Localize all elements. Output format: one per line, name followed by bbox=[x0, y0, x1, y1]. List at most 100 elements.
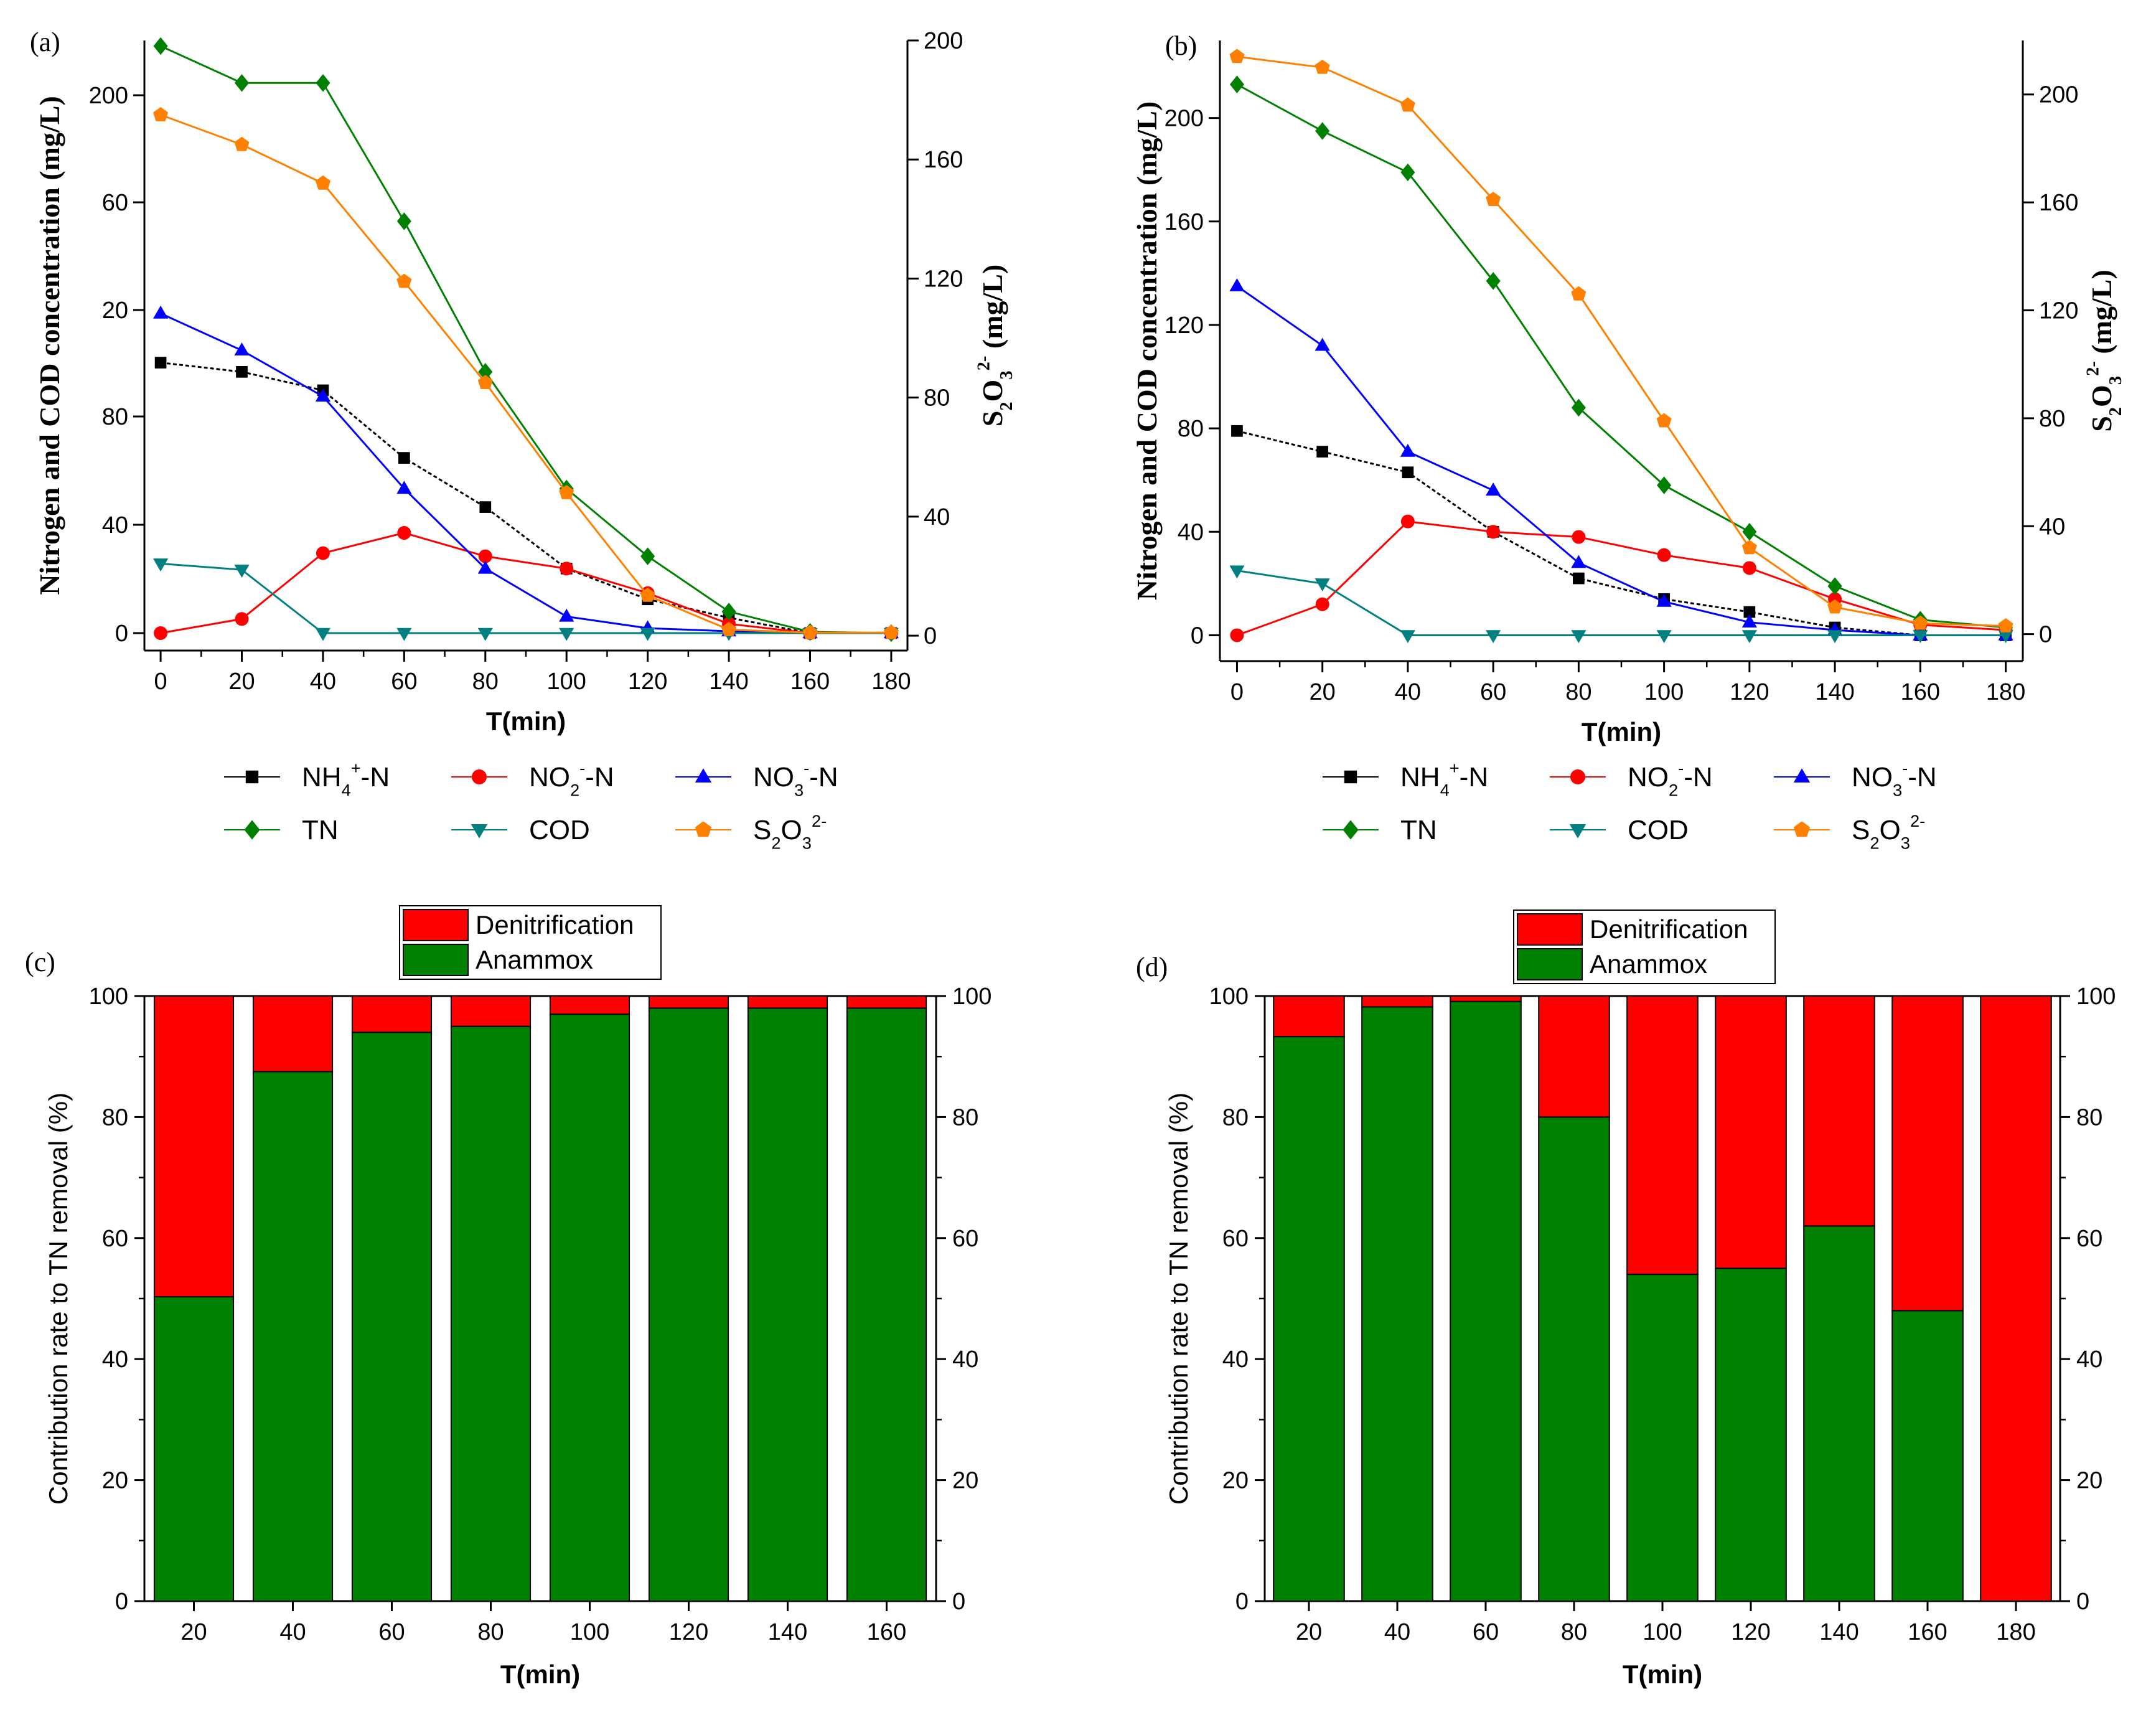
bar-denitrification bbox=[1450, 995, 1522, 1002]
data-point bbox=[1572, 530, 1586, 544]
data-point bbox=[1656, 630, 1672, 644]
data-point bbox=[1400, 97, 1415, 112]
y-tick-label: 60 bbox=[1222, 1226, 1249, 1252]
data-point bbox=[640, 587, 655, 602]
x-tick-label: 180 bbox=[1986, 679, 2025, 705]
y-tick-label: 40 bbox=[1178, 519, 1204, 545]
legend-label-part: -N bbox=[361, 762, 390, 792]
legend-label-part: -N bbox=[809, 762, 838, 792]
series-line bbox=[160, 532, 891, 634]
x-tick-label: 100 bbox=[570, 1619, 609, 1645]
legend-label: Anammox bbox=[476, 945, 593, 974]
data-point bbox=[316, 73, 330, 92]
data-point bbox=[560, 562, 574, 576]
data-point bbox=[1656, 413, 1672, 428]
data-point bbox=[721, 603, 736, 621]
legend-marker bbox=[471, 824, 488, 839]
data-point bbox=[398, 452, 410, 464]
data-point bbox=[152, 558, 169, 572]
legend-label-part: - bbox=[804, 758, 809, 778]
bar-denitrification bbox=[1273, 995, 1345, 1038]
x-tick-label: 20 bbox=[228, 669, 255, 695]
legend-marker bbox=[244, 820, 260, 840]
data-point bbox=[1913, 630, 1928, 644]
series-line bbox=[1237, 570, 2006, 636]
data-point bbox=[316, 546, 330, 560]
x-tick-label: 0 bbox=[154, 669, 167, 695]
legend-label-part: 2- bbox=[812, 811, 827, 830]
data-point bbox=[1743, 606, 1756, 618]
panel-label: (d) bbox=[1136, 952, 1168, 982]
legend-label-part: - bbox=[579, 758, 585, 778]
y-tick-label: 40 bbox=[1222, 1347, 1249, 1373]
data-point bbox=[479, 501, 492, 513]
y2-tick-label: 80 bbox=[2039, 406, 2065, 432]
legend-label-part: S bbox=[753, 815, 771, 845]
legend-label-part: S bbox=[1852, 815, 1870, 845]
series-line bbox=[160, 313, 891, 634]
data-point bbox=[1913, 615, 1928, 630]
x-tick-label: 120 bbox=[1731, 1619, 1770, 1645]
data-point bbox=[1741, 630, 1757, 644]
data-point bbox=[1657, 476, 1672, 494]
legend-label: NO3--N bbox=[753, 758, 838, 799]
y2-tick-label: 100 bbox=[952, 984, 991, 1010]
y-tick-label: 120 bbox=[1165, 313, 1204, 339]
legend-label-part: - bbox=[1678, 758, 1684, 778]
y-tick-label: 40 bbox=[102, 1347, 128, 1373]
x-tick-label: 180 bbox=[871, 669, 911, 695]
data-point bbox=[1998, 618, 2013, 632]
data-point bbox=[559, 627, 574, 641]
data-point bbox=[153, 37, 168, 55]
y2-tick-label: 160 bbox=[2039, 190, 2078, 216]
data-point bbox=[1486, 482, 1501, 496]
bar-denitrification bbox=[1715, 995, 1787, 1269]
x-tick-label: 160 bbox=[790, 669, 830, 695]
bar-denitrification bbox=[747, 995, 828, 1009]
legend-label-part: 2 bbox=[1870, 833, 1879, 852]
y2-tick-label: 40 bbox=[2039, 514, 2065, 540]
bar-denitrification bbox=[450, 995, 532, 1027]
data-point bbox=[1571, 398, 1586, 417]
bar-anammox bbox=[1715, 1267, 1787, 1602]
legend-label-part: 2- bbox=[1910, 811, 1925, 830]
data-point bbox=[1229, 75, 1244, 93]
x-tick-label: 0 bbox=[1230, 679, 1244, 705]
y-tick-label: 0 bbox=[115, 1589, 128, 1615]
legend-label: NO3--N bbox=[1852, 758, 1937, 799]
data-point bbox=[883, 624, 899, 639]
x-tick-label: 100 bbox=[1644, 679, 1684, 705]
y-tick-label: 100 bbox=[89, 984, 128, 1010]
legend-label-part: TN bbox=[302, 815, 339, 845]
bar-denitrification bbox=[153, 995, 235, 1298]
bar-anammox bbox=[648, 1007, 729, 1602]
data-point bbox=[1316, 446, 1329, 458]
y2-tick-label: 40 bbox=[952, 1347, 978, 1373]
x-tick-label: 120 bbox=[669, 1619, 708, 1645]
panel-label: (c) bbox=[25, 947, 55, 977]
y2-axis-title-part: 2- bbox=[2083, 361, 2102, 376]
data-point bbox=[234, 73, 250, 92]
y-axis-title: Nitrogen and COD concentration (mg/L) bbox=[34, 96, 65, 595]
bar-anammox bbox=[846, 1007, 927, 1602]
data-point bbox=[1400, 163, 1415, 182]
legend-label-part: 2 bbox=[771, 833, 780, 852]
series-line bbox=[1236, 520, 2006, 636]
y-tick-label: 0 bbox=[1235, 1589, 1249, 1615]
legend-label-part: NH bbox=[1400, 762, 1440, 792]
data-point bbox=[1657, 548, 1671, 562]
data-point bbox=[1571, 555, 1587, 568]
data-point bbox=[315, 388, 331, 402]
legend-label-part: TN bbox=[1400, 815, 1437, 845]
bar-anammox bbox=[1803, 1225, 1875, 1602]
x-tick-label: 60 bbox=[1473, 1619, 1499, 1645]
data-point bbox=[235, 612, 249, 626]
legend-marker bbox=[1793, 768, 1811, 783]
x-tick-label: 60 bbox=[1480, 679, 1506, 705]
y2-tick-label: 0 bbox=[952, 1589, 965, 1615]
y2-tick-label: 80 bbox=[2076, 1104, 2102, 1130]
y-tick-label: 80 bbox=[1222, 1104, 1249, 1130]
data-point bbox=[1571, 630, 1587, 644]
bar-denitrification bbox=[351, 995, 433, 1033]
